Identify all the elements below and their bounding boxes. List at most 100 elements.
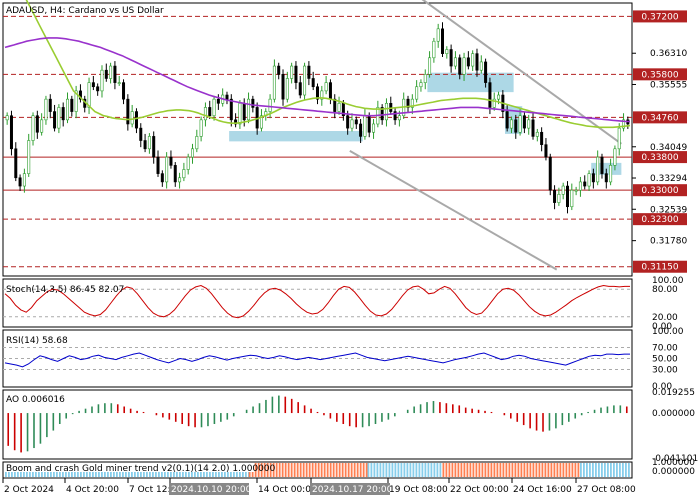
trend-segment-1 bbox=[248, 463, 368, 477]
candle-body bbox=[66, 98, 70, 121]
price-tick-2: 0.34049 bbox=[650, 143, 687, 153]
candle bbox=[328, 79, 332, 105]
candle-body bbox=[186, 156, 190, 170]
trend-bar bbox=[520, 463, 523, 477]
stoch-tick-2: 20.00 bbox=[652, 313, 678, 323]
trend-bar bbox=[568, 463, 571, 477]
candle-body bbox=[445, 49, 449, 54]
candle-body bbox=[484, 61, 488, 83]
stoch-tick-1: 80.00 bbox=[652, 285, 678, 295]
stoch-pane[interactable]: Stoch(14,3,5) 86.45 82.07 bbox=[2, 278, 633, 328]
trend-bar bbox=[496, 463, 499, 477]
trend-bar bbox=[592, 463, 594, 477]
candle bbox=[113, 61, 117, 90]
candle bbox=[350, 113, 354, 132]
trend-bar bbox=[586, 463, 588, 477]
level-label-5: 0.32300 bbox=[641, 215, 678, 225]
candle bbox=[70, 95, 74, 117]
candle bbox=[466, 51, 470, 70]
trend-bar bbox=[613, 463, 615, 477]
candle bbox=[617, 123, 621, 156]
time-tick-box-3 bbox=[169, 483, 249, 495]
candle bbox=[609, 158, 613, 186]
candle bbox=[182, 162, 186, 182]
trend-bar bbox=[326, 463, 329, 477]
candle-body bbox=[622, 119, 626, 129]
candle-body bbox=[251, 98, 255, 108]
candle-body bbox=[509, 119, 513, 129]
trend-bar bbox=[379, 463, 382, 477]
stoch-tick-3: 0.00 bbox=[652, 322, 672, 332]
ao-tick-1: 0.000000 bbox=[652, 409, 695, 419]
rsi-indicator bbox=[3, 347, 632, 370]
candle bbox=[561, 182, 565, 200]
trend-bar bbox=[622, 463, 624, 477]
trend-bar bbox=[598, 463, 600, 477]
trend-bar bbox=[272, 463, 275, 477]
candle bbox=[57, 104, 61, 134]
candle bbox=[35, 110, 39, 139]
candle bbox=[298, 75, 302, 99]
candle-body bbox=[419, 82, 423, 88]
trend-bar bbox=[493, 463, 496, 477]
level-label-2: 0.34760 bbox=[641, 113, 678, 123]
candle-body bbox=[531, 119, 535, 137]
trend-tick-0: 1.000000 bbox=[652, 458, 695, 468]
candle bbox=[337, 96, 341, 115]
candle-body bbox=[578, 181, 582, 191]
level-badge-4 bbox=[633, 184, 687, 197]
candle bbox=[453, 51, 457, 70]
candle bbox=[126, 94, 130, 131]
candle-body bbox=[617, 127, 621, 150]
time-tick-6: 19 Oct 08:00 bbox=[389, 485, 448, 495]
candle-body bbox=[78, 90, 82, 100]
trend-bar bbox=[508, 463, 511, 477]
time-tick-5: 2024.10.17 20:00 bbox=[312, 485, 393, 495]
candle-body bbox=[462, 57, 466, 75]
trend-bar bbox=[391, 463, 394, 477]
candle bbox=[514, 114, 518, 139]
candle-body bbox=[22, 173, 26, 187]
candle bbox=[471, 50, 475, 72]
trend-bar bbox=[499, 463, 502, 477]
candle bbox=[18, 174, 22, 192]
candle-body bbox=[320, 90, 324, 100]
candle bbox=[484, 58, 488, 88]
trend-bar bbox=[436, 463, 439, 477]
trend-bar bbox=[427, 463, 430, 477]
candle bbox=[626, 116, 630, 129]
candle-body bbox=[152, 136, 156, 158]
candle-body bbox=[604, 173, 608, 183]
candle-body bbox=[199, 119, 203, 137]
trend-segment-3 bbox=[442, 463, 580, 477]
candle-body bbox=[165, 156, 169, 183]
candle bbox=[311, 71, 315, 91]
ao-pane[interactable]: AO 0.006016 bbox=[2, 389, 633, 460]
horizontal-levels bbox=[3, 15, 632, 268]
level-label-1: 0.35800 bbox=[641, 70, 678, 80]
trend-bar bbox=[278, 463, 281, 477]
trend-bar bbox=[607, 463, 609, 477]
trend-bar bbox=[553, 463, 556, 477]
trend-bar bbox=[409, 463, 412, 477]
candle-body bbox=[553, 189, 557, 203]
trend-bar bbox=[601, 463, 603, 477]
candle-body bbox=[178, 177, 182, 183]
zone-2 bbox=[505, 106, 523, 134]
price-tick-4: 0.32539 bbox=[650, 205, 687, 215]
main-pane[interactable] bbox=[2, 0, 633, 277]
rsi-pane[interactable]: RSI(14) 58.68 bbox=[2, 329, 633, 388]
candle bbox=[169, 150, 173, 169]
trend-pane[interactable]: Boom and crash Gold miner trend v2(0.1)(… bbox=[2, 461, 633, 479]
candle-body bbox=[104, 69, 108, 79]
candle bbox=[591, 168, 595, 189]
trend-bar bbox=[305, 463, 308, 477]
zone-0 bbox=[229, 131, 363, 142]
candle bbox=[518, 109, 522, 136]
trend-bar bbox=[353, 463, 356, 477]
candle-body bbox=[31, 115, 35, 141]
candle bbox=[548, 153, 552, 196]
candle-body bbox=[596, 156, 600, 183]
trend-bar bbox=[367, 463, 370, 477]
